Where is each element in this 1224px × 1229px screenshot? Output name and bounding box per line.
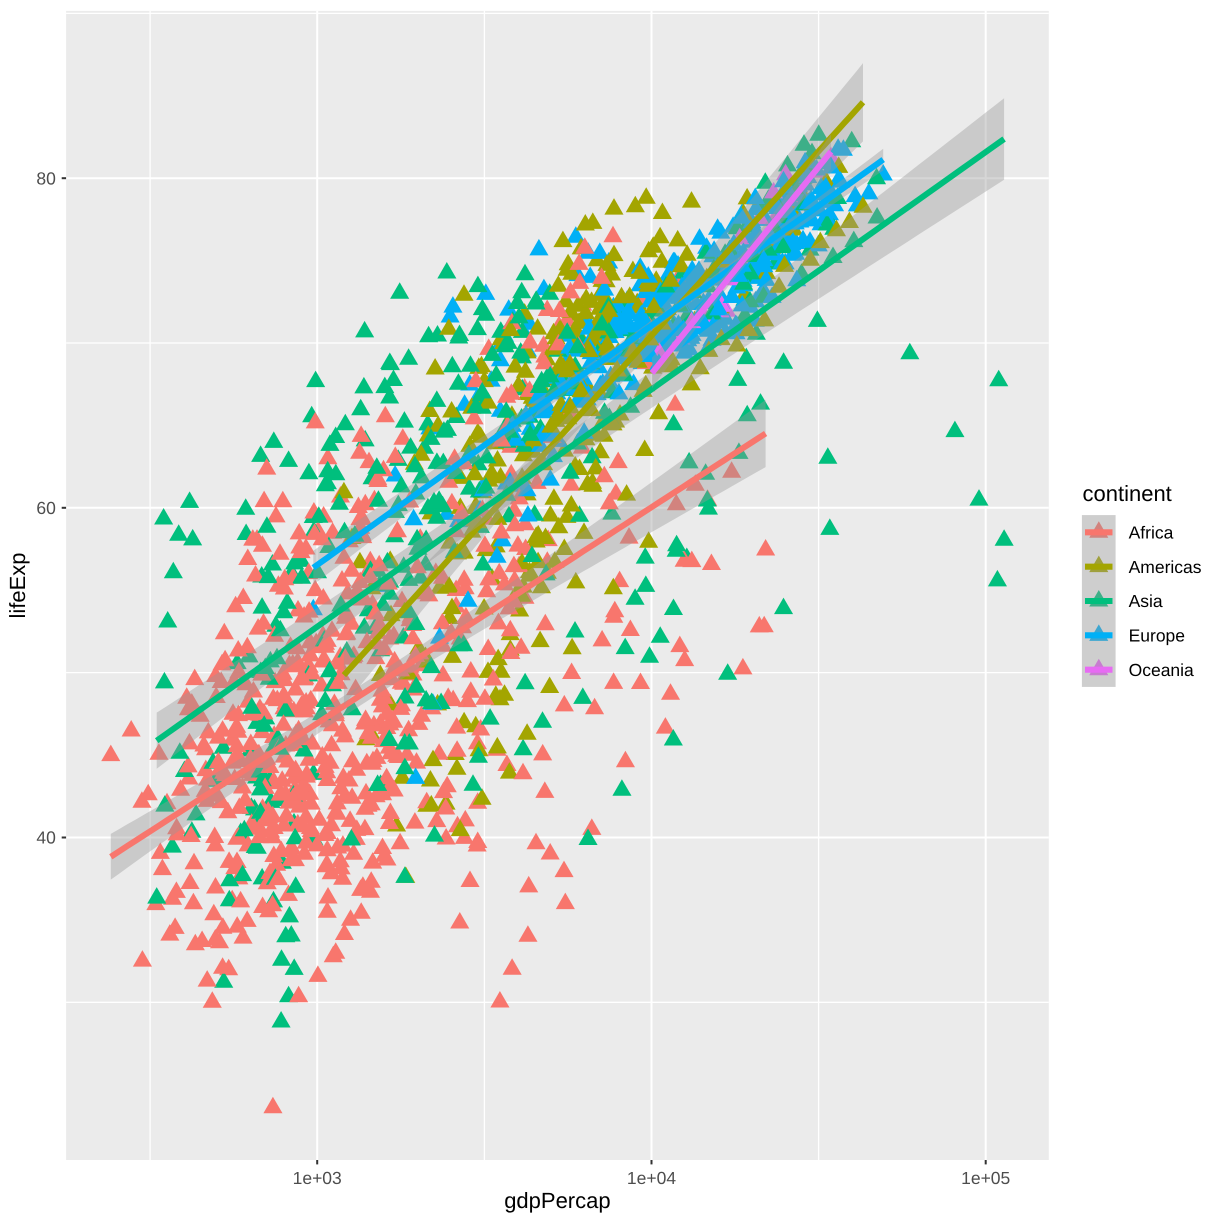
svg-text:Americas: Americas bbox=[1129, 557, 1202, 577]
svg-text:gdpPercap: gdpPercap bbox=[504, 1188, 610, 1213]
svg-text:Africa: Africa bbox=[1129, 522, 1174, 542]
svg-text:40: 40 bbox=[36, 828, 56, 848]
svg-text:continent: continent bbox=[1083, 481, 1172, 506]
svg-text:1e+03: 1e+03 bbox=[293, 1168, 342, 1188]
svg-text:60: 60 bbox=[36, 498, 56, 518]
svg-text:80: 80 bbox=[36, 168, 56, 188]
svg-text:1e+05: 1e+05 bbox=[961, 1168, 1010, 1188]
svg-text:Europe: Europe bbox=[1129, 626, 1185, 646]
svg-text:Asia: Asia bbox=[1129, 591, 1163, 611]
svg-text:1e+04: 1e+04 bbox=[627, 1168, 676, 1188]
svg-text:Oceania: Oceania bbox=[1129, 660, 1194, 680]
svg-text:lifeExp: lifeExp bbox=[5, 552, 30, 618]
